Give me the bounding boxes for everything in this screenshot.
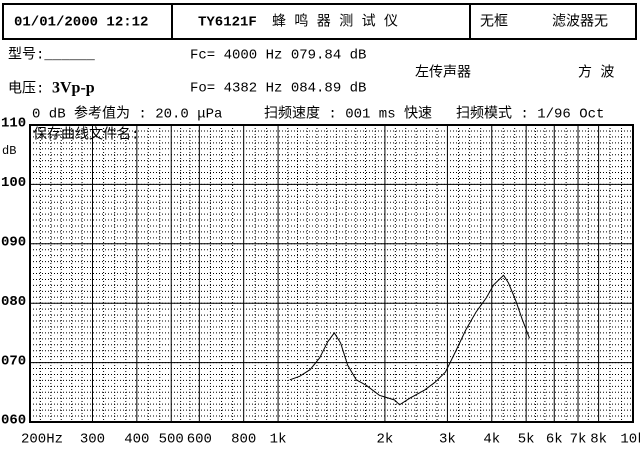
x-tick-label: 600 [187,432,212,448]
y-tick-label: 080 [1,294,26,310]
speed: 扫频速度 : 001 ms 快速 [264,106,432,123]
reference: 0 dB 参考值为 : 20.0 μPa [32,105,222,123]
y-tick-label: 070 [1,353,26,369]
filter: 滤波器无 [552,14,608,31]
x-tick-label: 4k [483,432,500,448]
model: TY6121F [198,15,257,31]
y-axis-label: dB [2,144,16,158]
plot-frame [29,124,634,423]
annotation: 保存曲线文件名: [33,127,139,144]
voltage: 3Vp-p [52,80,95,97]
y-tick-label: 100 [1,175,26,191]
mic: 左传声器 [415,65,471,82]
voltage-label: 电压: [8,81,44,98]
x-tick-label: 5k [518,432,535,448]
x-tick-label: 10k [620,432,640,448]
y-tick-label: 110 [1,116,26,132]
x-tick-label: 400 [124,432,149,448]
datetime: 01/01/2000 12:12 [14,15,148,31]
device: 蜂 鸣 器 测 试 仪 [272,13,398,31]
x-tick-label: 6k [546,432,563,448]
fc: Fc= 4000 Hz 079.84 dB [190,48,366,64]
fo: Fo= 4382 Hz 084.89 dB [190,81,366,97]
x-tick-label: 3k [439,432,456,448]
x-tick-label: 500 [159,432,184,448]
y-tick-label: 090 [1,235,26,251]
plot: 060 070 080 090 100 110 200Hz 300 400 500 600 800 1k… [1,116,640,448]
x-tick-label: 300 [80,432,105,448]
y-tick-label: 060 [1,413,26,429]
x-tick-label: 7k [570,432,587,448]
wave: 方 波 [578,65,614,82]
x-tick-label: 200Hz [21,432,63,448]
x-tick-label: 800 [231,432,256,448]
top-bar [2,3,637,40]
x-tick-label: 1k [270,432,287,448]
frame: 无框 [480,14,508,31]
mode: 扫频模式 : 1/96 Oct [456,106,604,123]
x-tick-label: 2k [377,432,394,448]
type-label: 型号:______ [8,47,95,64]
x-tick-label: 8k [590,432,607,448]
response-curve [289,274,530,406]
